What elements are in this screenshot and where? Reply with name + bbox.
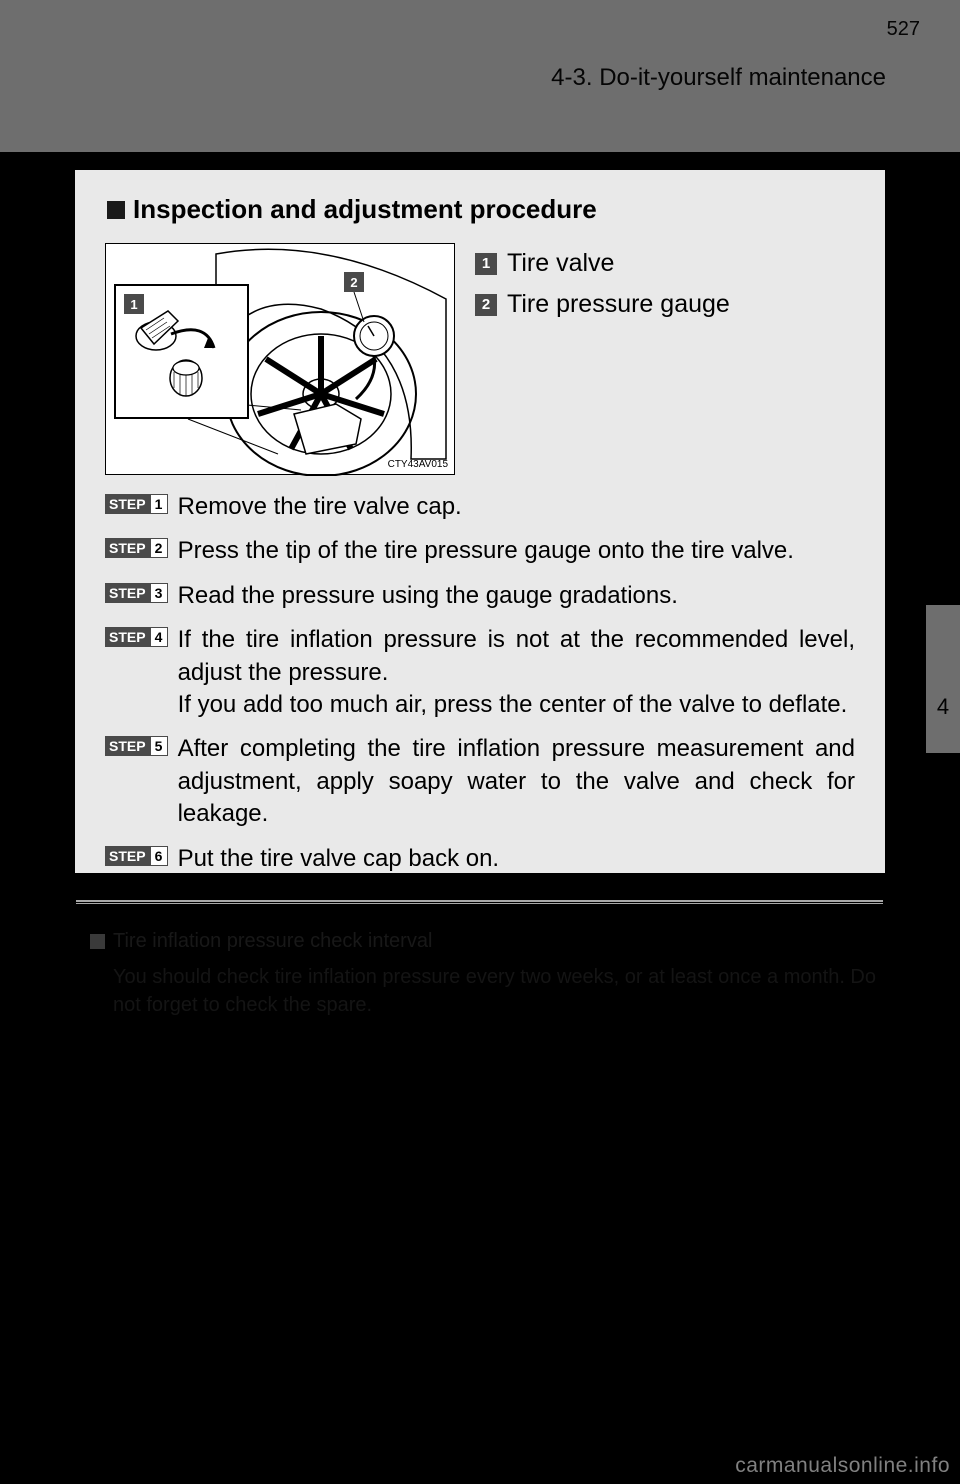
step-badge: STEP5	[105, 736, 168, 756]
step-text: Press the tip of the tire pressure gauge…	[178, 535, 855, 567]
step-line: STEP6 Put the tire valve cap back on.	[105, 843, 855, 875]
step-line: STEP5 After completing the tire inflation…	[105, 733, 855, 830]
step-line: STEP1 Remove the tire valve cap.	[105, 491, 855, 523]
figure-callout-badge-1: 1	[124, 294, 144, 314]
step-label: STEP	[105, 494, 150, 514]
callout-badge: 2	[475, 294, 497, 316]
step-badge: STEP1	[105, 494, 168, 514]
step-label: STEP	[105, 583, 150, 603]
step-text: Remove the tire valve cap.	[178, 491, 855, 523]
step-badge: STEP2	[105, 538, 168, 558]
step-badge: STEP6	[105, 846, 168, 866]
callout-item: 2 Tire pressure gauge	[475, 290, 730, 319]
step-number: 3	[150, 583, 168, 603]
step-number: 6	[150, 846, 168, 866]
divider	[76, 900, 883, 904]
callout-badge: 1	[475, 253, 497, 275]
sub-title-text: Tire inflation pressure check interval	[113, 930, 432, 953]
step-line: STEP3 Read the pressure using the gauge g…	[105, 580, 855, 612]
step-number: 1	[150, 494, 168, 514]
section-title-text: Inspection and adjustment procedure	[133, 194, 597, 225]
figure-illustration: 1 2 CTY43AV015	[105, 243, 455, 475]
side-tab: 4	[926, 605, 960, 753]
callout-list: 1 Tire valve 2 Tire pressure gauge	[475, 243, 730, 475]
step-text: Read the pressure using the gauge gradat…	[178, 580, 855, 612]
small-square-icon	[90, 934, 105, 949]
step-number: 2	[150, 538, 168, 558]
figure-row: 1 2 CTY43AV015 1 Tire valve 2 Tire press…	[105, 243, 855, 475]
step-text: Put the tire valve cap back on.	[178, 843, 855, 875]
step-badge: STEP3	[105, 583, 168, 603]
square-bullet-icon	[107, 201, 125, 219]
step-label: STEP	[105, 846, 150, 866]
step-line: STEP2 Press the tip of the tire pressure …	[105, 535, 855, 567]
step-label: STEP	[105, 736, 150, 756]
sub-title-row: Tire inflation pressure check interval	[90, 930, 880, 953]
figure-code: CTY43AV015	[388, 459, 448, 470]
sub-paragraph: You should check tire inflation pressure…	[113, 963, 880, 1019]
step-text: If the tire inflation pressure is not at…	[178, 624, 855, 721]
section-title: Inspection and adjustment procedure	[107, 194, 855, 225]
side-tab-number: 4	[937, 694, 949, 720]
step-text: After completing the tire inflation pres…	[178, 733, 855, 830]
step-number: 5	[150, 736, 168, 756]
sub-section: Tire inflation pressure check interval Y…	[90, 930, 880, 1019]
callout-text: Tire valve	[507, 249, 614, 278]
step-label: STEP	[105, 627, 150, 647]
page-number: 527	[887, 18, 920, 41]
content-box: Inspection and adjustment procedure	[75, 170, 885, 873]
step-label: STEP	[105, 538, 150, 558]
step-number: 4	[150, 627, 168, 647]
steps-list: STEP1Remove the tire valve cap.STEP2Pres…	[105, 491, 855, 875]
watermark: carmanualsonline.info	[735, 1454, 950, 1478]
figure-callout-badge-2: 2	[344, 272, 364, 292]
step-badge: STEP4	[105, 627, 168, 647]
header-section-ref: 4-3. Do-it-yourself maintenance	[551, 64, 886, 92]
step-line: STEP4 If the tire inflation pressure is n…	[105, 624, 855, 721]
callout-text: Tire pressure gauge	[507, 290, 730, 319]
header-band: 527 4-3. Do-it-yourself maintenance	[0, 0, 960, 152]
callout-item: 1 Tire valve	[475, 249, 730, 278]
